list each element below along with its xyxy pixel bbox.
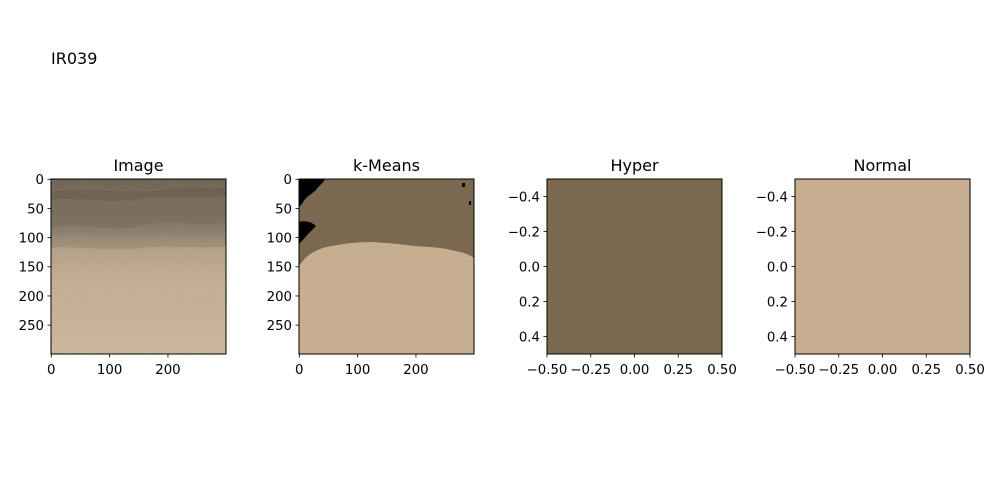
panel-hyper-yticks: −0.4 −0.2 0.0 0.2 0.4 — [508, 190, 547, 345]
panel-normal: Normal −0.50 −0.25 0.00 0.25 0.50 −0.4 −0.2 0.… — [756, 156, 985, 378]
y-tick-label: −0.4 — [756, 190, 788, 205]
y-tick-label: −0.2 — [508, 225, 540, 240]
x-tick-label: 200 — [403, 363, 428, 378]
y-tick-label: 0.0 — [767, 260, 788, 275]
panel-kmeans-yticks: 0 50 100 150 200 250 — [267, 173, 299, 334]
panel-kmeans-title: k-Means — [353, 156, 420, 175]
x-tick-label: 100 — [97, 363, 122, 378]
y-tick-label: 0.2 — [767, 295, 788, 310]
kmeans-segmentation — [299, 179, 474, 354]
hyper-fill — [547, 179, 722, 354]
panel-hyper-title: Hyper — [610, 156, 659, 175]
kmeans-cluster-black — [299, 179, 471, 244]
y-tick-label: 50 — [27, 202, 44, 217]
panel-normal-xticks: −0.50 −0.25 0.00 0.25 0.50 — [775, 354, 985, 378]
x-tick-label: 200 — [155, 363, 180, 378]
panel-kmeans-xticks: 0 100 200 — [295, 354, 429, 378]
x-tick-label: 100 — [345, 363, 370, 378]
y-tick-label: 100 — [267, 231, 292, 246]
x-tick-label: 0.00 — [868, 363, 898, 378]
x-tick-label: −0.25 — [818, 363, 859, 378]
y-tick-label: 150 — [19, 261, 44, 276]
panel-image-xticks: 0 100 200 — [47, 354, 181, 378]
y-tick-label: 200 — [267, 290, 292, 305]
panel-kmeans: k-Means 0 100 200 0 50 100 150 200 250 — [267, 156, 475, 378]
x-tick-label: 0 — [295, 363, 303, 378]
x-tick-label: 0.25 — [663, 363, 693, 378]
panel-image-title: Image — [113, 156, 163, 175]
panel-hyper: Hyper −0.50 −0.25 0.00 0.25 0.50 −0.4 −0.2 0.0… — [508, 156, 737, 378]
panel-hyper-xticks: −0.50 −0.25 0.00 0.25 0.50 — [527, 354, 737, 378]
x-tick-label: 0.50 — [955, 363, 985, 378]
x-tick-label: −0.50 — [775, 363, 816, 378]
y-tick-label: 250 — [19, 319, 44, 334]
x-tick-label: 0.25 — [911, 363, 941, 378]
y-tick-label: −0.4 — [508, 190, 540, 205]
x-tick-label: 0.00 — [620, 363, 650, 378]
y-tick-label: 0.0 — [519, 260, 540, 275]
panel-normal-yticks: −0.4 −0.2 0.0 0.2 0.4 — [756, 190, 795, 345]
y-tick-label: 150 — [267, 261, 292, 276]
x-tick-label: −0.50 — [527, 363, 568, 378]
y-tick-label: 0 — [36, 173, 44, 188]
y-tick-label: 0.2 — [519, 295, 540, 310]
y-tick-label: 0.4 — [767, 330, 788, 345]
x-tick-label: −0.25 — [570, 363, 611, 378]
normal-fill — [795, 179, 970, 354]
y-tick-label: 50 — [275, 202, 292, 217]
panel-image: Image 0 100 200 0 50 100 150 200 250 — [19, 156, 227, 378]
y-tick-label: 200 — [19, 290, 44, 305]
panel-normal-title: Normal — [854, 156, 912, 175]
panel-image-yticks: 0 50 100 150 200 250 — [19, 173, 51, 334]
y-tick-label: 100 — [19, 231, 44, 246]
photo-image — [51, 179, 226, 354]
x-tick-label: 0 — [47, 363, 55, 378]
y-tick-label: 0.4 — [519, 330, 540, 345]
y-tick-label: −0.2 — [756, 225, 788, 240]
figure-title: IR039 — [51, 49, 97, 68]
kmeans-cluster-dark — [299, 179, 474, 266]
y-tick-label: 0 — [284, 173, 292, 188]
y-tick-label: 250 — [267, 319, 292, 334]
x-tick-label: 0.50 — [707, 363, 737, 378]
